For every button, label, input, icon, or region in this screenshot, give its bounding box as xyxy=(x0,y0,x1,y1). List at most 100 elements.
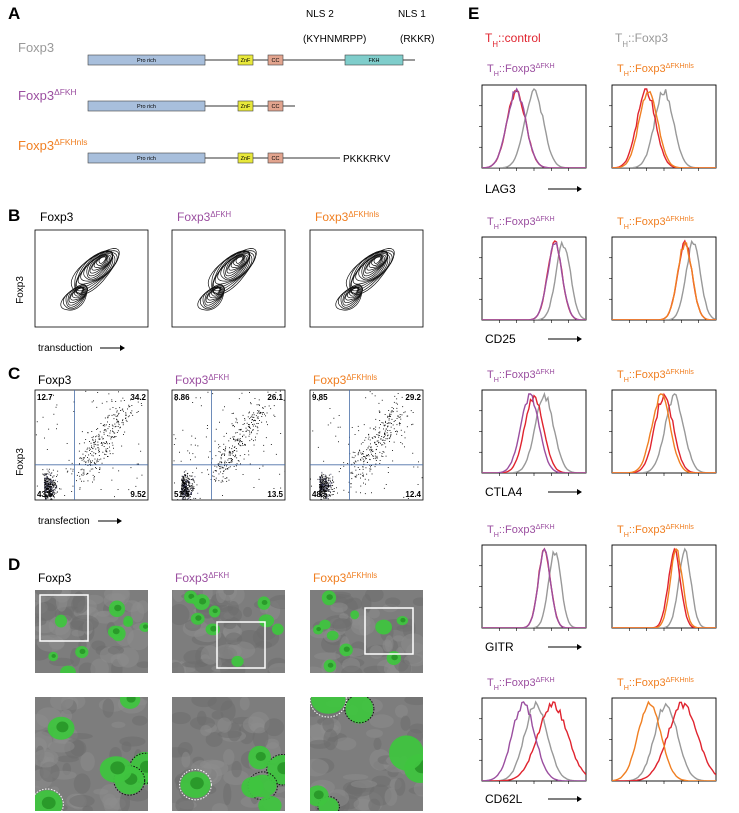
dot xyxy=(388,419,390,421)
dot xyxy=(262,407,264,409)
dot xyxy=(117,489,119,490)
dot xyxy=(45,498,46,499)
dot xyxy=(207,469,208,471)
dot xyxy=(101,462,103,464)
dot xyxy=(360,485,362,487)
dot xyxy=(240,440,241,442)
dot xyxy=(329,477,331,479)
dot xyxy=(46,477,48,478)
cell xyxy=(271,623,284,635)
dot xyxy=(71,473,73,475)
dot xyxy=(212,393,214,395)
dot xyxy=(51,472,53,474)
texture xyxy=(227,601,239,616)
dot xyxy=(90,465,92,466)
dot xyxy=(229,458,231,460)
dot xyxy=(46,496,48,498)
dot xyxy=(251,415,253,417)
dot xyxy=(51,480,53,482)
dot xyxy=(252,416,254,418)
dot xyxy=(46,501,47,502)
construct-name: Foxp3 xyxy=(18,40,54,55)
dot xyxy=(195,498,197,499)
dot xyxy=(378,435,380,436)
dot xyxy=(354,452,356,453)
dot xyxy=(320,498,322,500)
dot xyxy=(47,470,49,472)
dot xyxy=(327,484,329,486)
dot xyxy=(98,449,100,451)
dot xyxy=(232,455,234,456)
nucleus xyxy=(400,617,406,623)
dot xyxy=(53,483,55,485)
dot xyxy=(45,487,47,488)
domain-box xyxy=(267,152,284,164)
dot xyxy=(94,476,95,478)
quadrant-value: 26.1 xyxy=(267,393,283,402)
dot xyxy=(73,401,75,403)
dot xyxy=(184,483,185,484)
dot xyxy=(323,490,325,491)
dot xyxy=(248,430,250,431)
dot xyxy=(320,483,322,485)
dot xyxy=(284,470,285,472)
dot xyxy=(187,488,189,490)
texture xyxy=(136,661,148,668)
dot xyxy=(365,458,367,459)
dot xyxy=(48,485,50,487)
dot xyxy=(56,476,57,477)
dot xyxy=(325,497,327,499)
dot xyxy=(96,435,98,437)
dot xyxy=(328,474,330,476)
texture xyxy=(412,597,423,607)
dot xyxy=(378,427,380,429)
dot xyxy=(44,485,46,487)
dot xyxy=(393,428,395,430)
dot xyxy=(45,496,47,498)
dot xyxy=(81,468,83,470)
dot xyxy=(109,446,110,448)
dot xyxy=(47,491,48,492)
dot xyxy=(391,418,393,420)
contour-line xyxy=(347,286,359,299)
dot xyxy=(327,487,328,489)
dot xyxy=(183,491,185,493)
dot xyxy=(384,414,386,415)
dot xyxy=(218,451,220,452)
histogram-frame xyxy=(481,697,587,782)
dot xyxy=(374,429,376,431)
dot xyxy=(353,457,355,459)
dot xyxy=(84,457,85,459)
dot xyxy=(186,484,187,486)
dot xyxy=(398,415,400,417)
dot xyxy=(92,474,94,476)
dot xyxy=(259,411,261,413)
dot xyxy=(183,497,184,499)
dot xyxy=(235,417,237,419)
dot xyxy=(118,412,120,414)
contour-line xyxy=(345,248,395,295)
dot xyxy=(362,475,364,477)
dot xyxy=(91,401,93,403)
dot xyxy=(352,473,354,474)
dot xyxy=(192,478,193,480)
dot xyxy=(45,501,46,502)
dot xyxy=(52,490,54,492)
plot-frame xyxy=(309,389,424,501)
dot xyxy=(47,504,48,505)
dot xyxy=(353,462,355,464)
dot xyxy=(185,481,187,483)
dot xyxy=(388,422,390,424)
dot xyxy=(383,428,384,430)
dot xyxy=(183,481,185,483)
dot xyxy=(137,411,139,412)
dot xyxy=(267,391,269,393)
dot xyxy=(131,410,133,412)
dot xyxy=(112,425,114,427)
dot xyxy=(383,425,385,427)
dot xyxy=(319,493,321,495)
dot xyxy=(249,431,250,433)
nucleus xyxy=(190,777,204,790)
dot xyxy=(82,472,84,474)
nucleus xyxy=(343,646,350,652)
